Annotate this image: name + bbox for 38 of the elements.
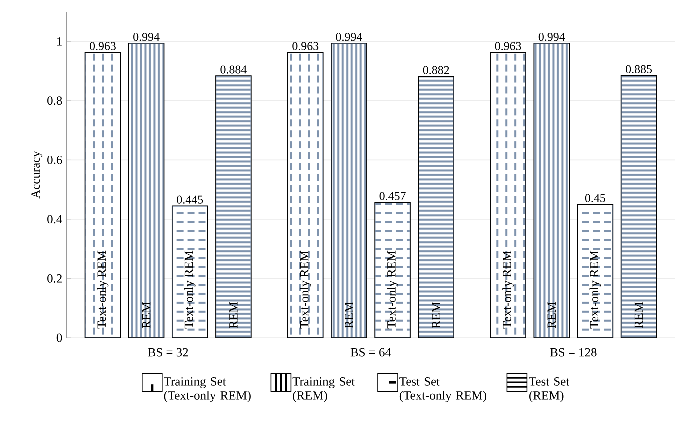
y-tick-label: 1 [58,38,62,46]
annotation: Text-only REM [97,250,109,329]
legend-label: Test Set (REM) [529,378,570,402]
annotation: REM [142,302,151,329]
data-label: 0.885 [626,65,652,74]
annotation: Text-only REM [300,250,312,329]
y-tick-label: 0.4 [48,215,62,224]
data-label: 0.963 [90,42,116,50]
legend-label: Training Set (REM) [292,378,356,402]
x-tick-label: BS = 64 [350,348,392,357]
annotation: Text-only REM [387,250,398,329]
annotation: REM [230,302,238,329]
y-tick-label: 0 [56,334,62,342]
annotation: REM [432,302,440,329]
annotation: Text-only REM [502,250,514,329]
data-label: 0.445 [177,196,204,204]
data-label: 0.882 [423,66,450,74]
data-label: 0.45 [585,194,606,202]
y-tick-label: 0.2 [48,274,62,283]
x-tick-label: BS = 32 [148,348,188,357]
data-label: 0.963 [292,42,319,50]
annotation: REM [634,302,644,329]
legend-label: Training Set (Text-only REM) [164,378,251,402]
y-tick-label: 0.8 [48,96,62,106]
y-tick-label: 0.6 [48,156,62,164]
annotation: Text-only REM [184,250,196,329]
annotation: Text-only REM [590,250,602,329]
x-tick-label: BS = 128 [550,348,597,357]
data-label: 0.457 [380,192,406,200]
data-label: 0.994 [134,33,160,42]
legend-label: Test Set (Text-only REM) [400,378,487,402]
y-axis-title: Accuracy [32,151,43,199]
data-label: 0.994 [336,33,362,42]
annotation: REM [548,302,556,329]
data-label: 0.994 [538,33,566,42]
data-label: 0.963 [495,42,522,50]
data-label: 0.884 [220,66,247,74]
annotation: REM [345,302,354,329]
